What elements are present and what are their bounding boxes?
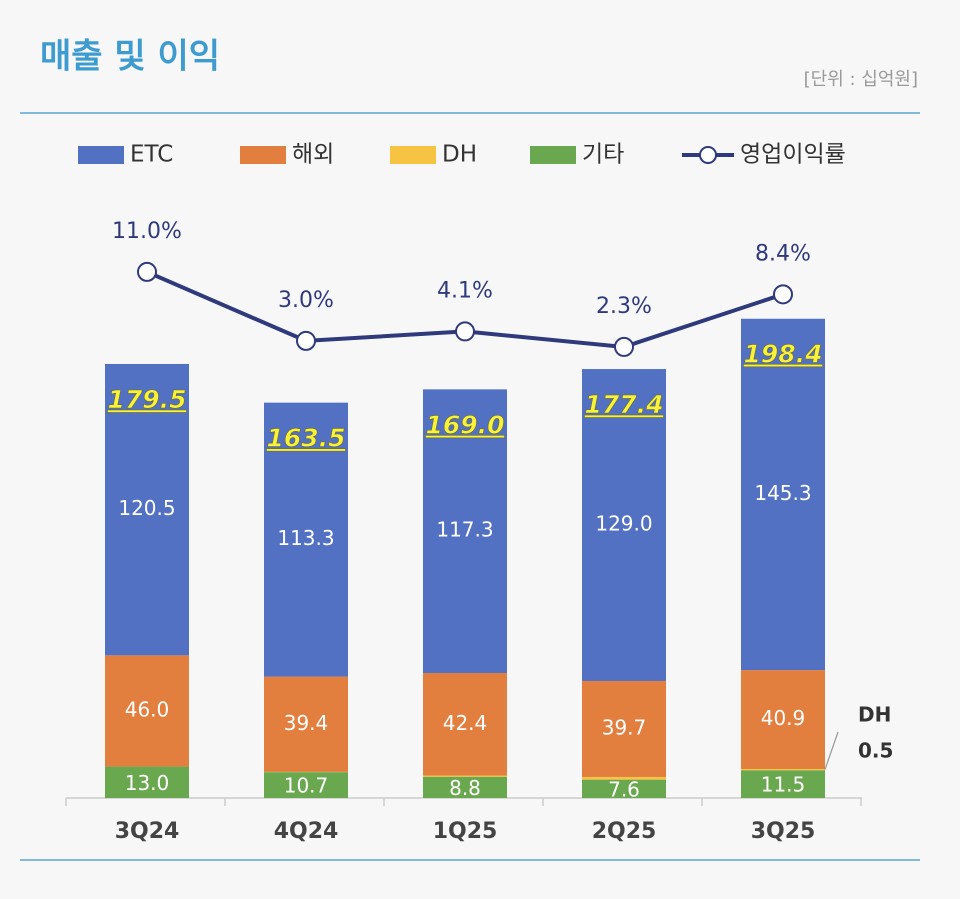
- data-label: 145.3: [754, 481, 811, 505]
- line-marker: [297, 332, 315, 350]
- x-tick-label: 1Q25: [433, 819, 498, 844]
- total-label: 163.5: [266, 424, 345, 453]
- chart-title: 매출 및 이익: [40, 37, 220, 77]
- data-label: 8.4%: [755, 241, 811, 266]
- total-label: 177.4: [584, 390, 663, 419]
- data-label: 120.5: [118, 496, 175, 520]
- data-label: 8.8: [449, 776, 481, 800]
- x-tick-label: 2Q25: [592, 819, 657, 844]
- data-label: 7.6: [608, 777, 640, 801]
- data-label: 10.7: [284, 774, 329, 798]
- data-label: 11.0%: [112, 219, 182, 244]
- data-label: 3.0%: [278, 288, 334, 313]
- data-label: 129.0: [595, 512, 652, 536]
- legend-label: 기타: [582, 142, 624, 168]
- bar-segment: [741, 769, 825, 770]
- data-label: 42.4: [443, 711, 488, 735]
- line-marker: [615, 338, 633, 356]
- legend-swatch: [530, 146, 576, 164]
- data-label: 39.7: [602, 715, 647, 739]
- legend-swatch: [78, 146, 124, 164]
- data-label: 13.0: [125, 771, 170, 795]
- total-label: 169.0: [425, 410, 504, 439]
- data-label: 46.0: [125, 697, 170, 721]
- legend-marker: [700, 147, 716, 163]
- data-label: 40.9: [761, 706, 806, 730]
- legend-label: ETC: [130, 142, 173, 168]
- data-label: 39.4: [284, 711, 329, 735]
- line-marker: [774, 285, 792, 303]
- unit-label: [단위 : 십억원]: [804, 69, 918, 90]
- annotation: DH: [858, 703, 891, 727]
- legend-swatch: [240, 146, 286, 164]
- legend-label: DH: [442, 142, 477, 168]
- data-label: 4.1%: [437, 278, 493, 303]
- legend-label: 해외: [292, 142, 334, 168]
- data-label: 113.3: [277, 526, 334, 550]
- line-marker: [456, 322, 474, 340]
- data-label: 0.5: [858, 739, 893, 763]
- total-label: 198.4: [743, 339, 822, 368]
- legend-label: 영업이익률: [740, 142, 846, 168]
- total-label: 179.5: [107, 385, 186, 414]
- x-tick-label: 3Q25: [751, 819, 816, 844]
- data-label: 11.5: [761, 773, 806, 797]
- legend-swatch: [390, 146, 436, 164]
- data-label: 117.3: [436, 518, 493, 542]
- x-tick-label: 3Q24: [115, 819, 180, 844]
- bar-segment: [423, 776, 507, 777]
- bar-segment: [582, 777, 666, 780]
- data-label: 2.3%: [596, 294, 652, 319]
- line-marker: [138, 263, 156, 281]
- x-tick-label: 4Q24: [274, 819, 339, 844]
